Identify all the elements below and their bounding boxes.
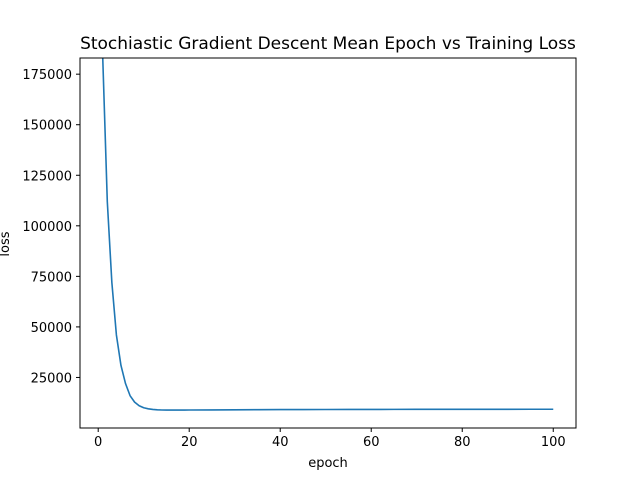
y-tick-label: 125000 (22, 169, 72, 184)
plot-area: 0 20 40 60 80 100 25000 50000 75000 100000 125000 1… (22, 57, 577, 450)
x-tick-label: 40 (272, 435, 289, 450)
x-tick-label: 0 (94, 435, 102, 450)
chart-title: Stochiastic Gradient Descent Mean Epoch … (80, 34, 576, 54)
y-tick-label: 25000 (31, 371, 72, 386)
y-tick-label: 50000 (31, 321, 72, 336)
x-tick-label: 20 (181, 435, 198, 450)
x-axis-label: epoch (308, 456, 348, 471)
x-tick-label: 60 (363, 435, 380, 450)
y-tick-label: 150000 (22, 119, 72, 134)
plot-frame (79, 57, 577, 429)
x-tick-label: 100 (541, 435, 566, 450)
loss-line (101, 57, 554, 411)
y-tick-label: 175000 (22, 68, 72, 83)
y-axis-label: loss (0, 231, 13, 256)
x-tick-label: 80 (454, 435, 471, 450)
y-tick-label: 100000 (22, 220, 72, 235)
y-tick-label: 75000 (31, 270, 72, 285)
